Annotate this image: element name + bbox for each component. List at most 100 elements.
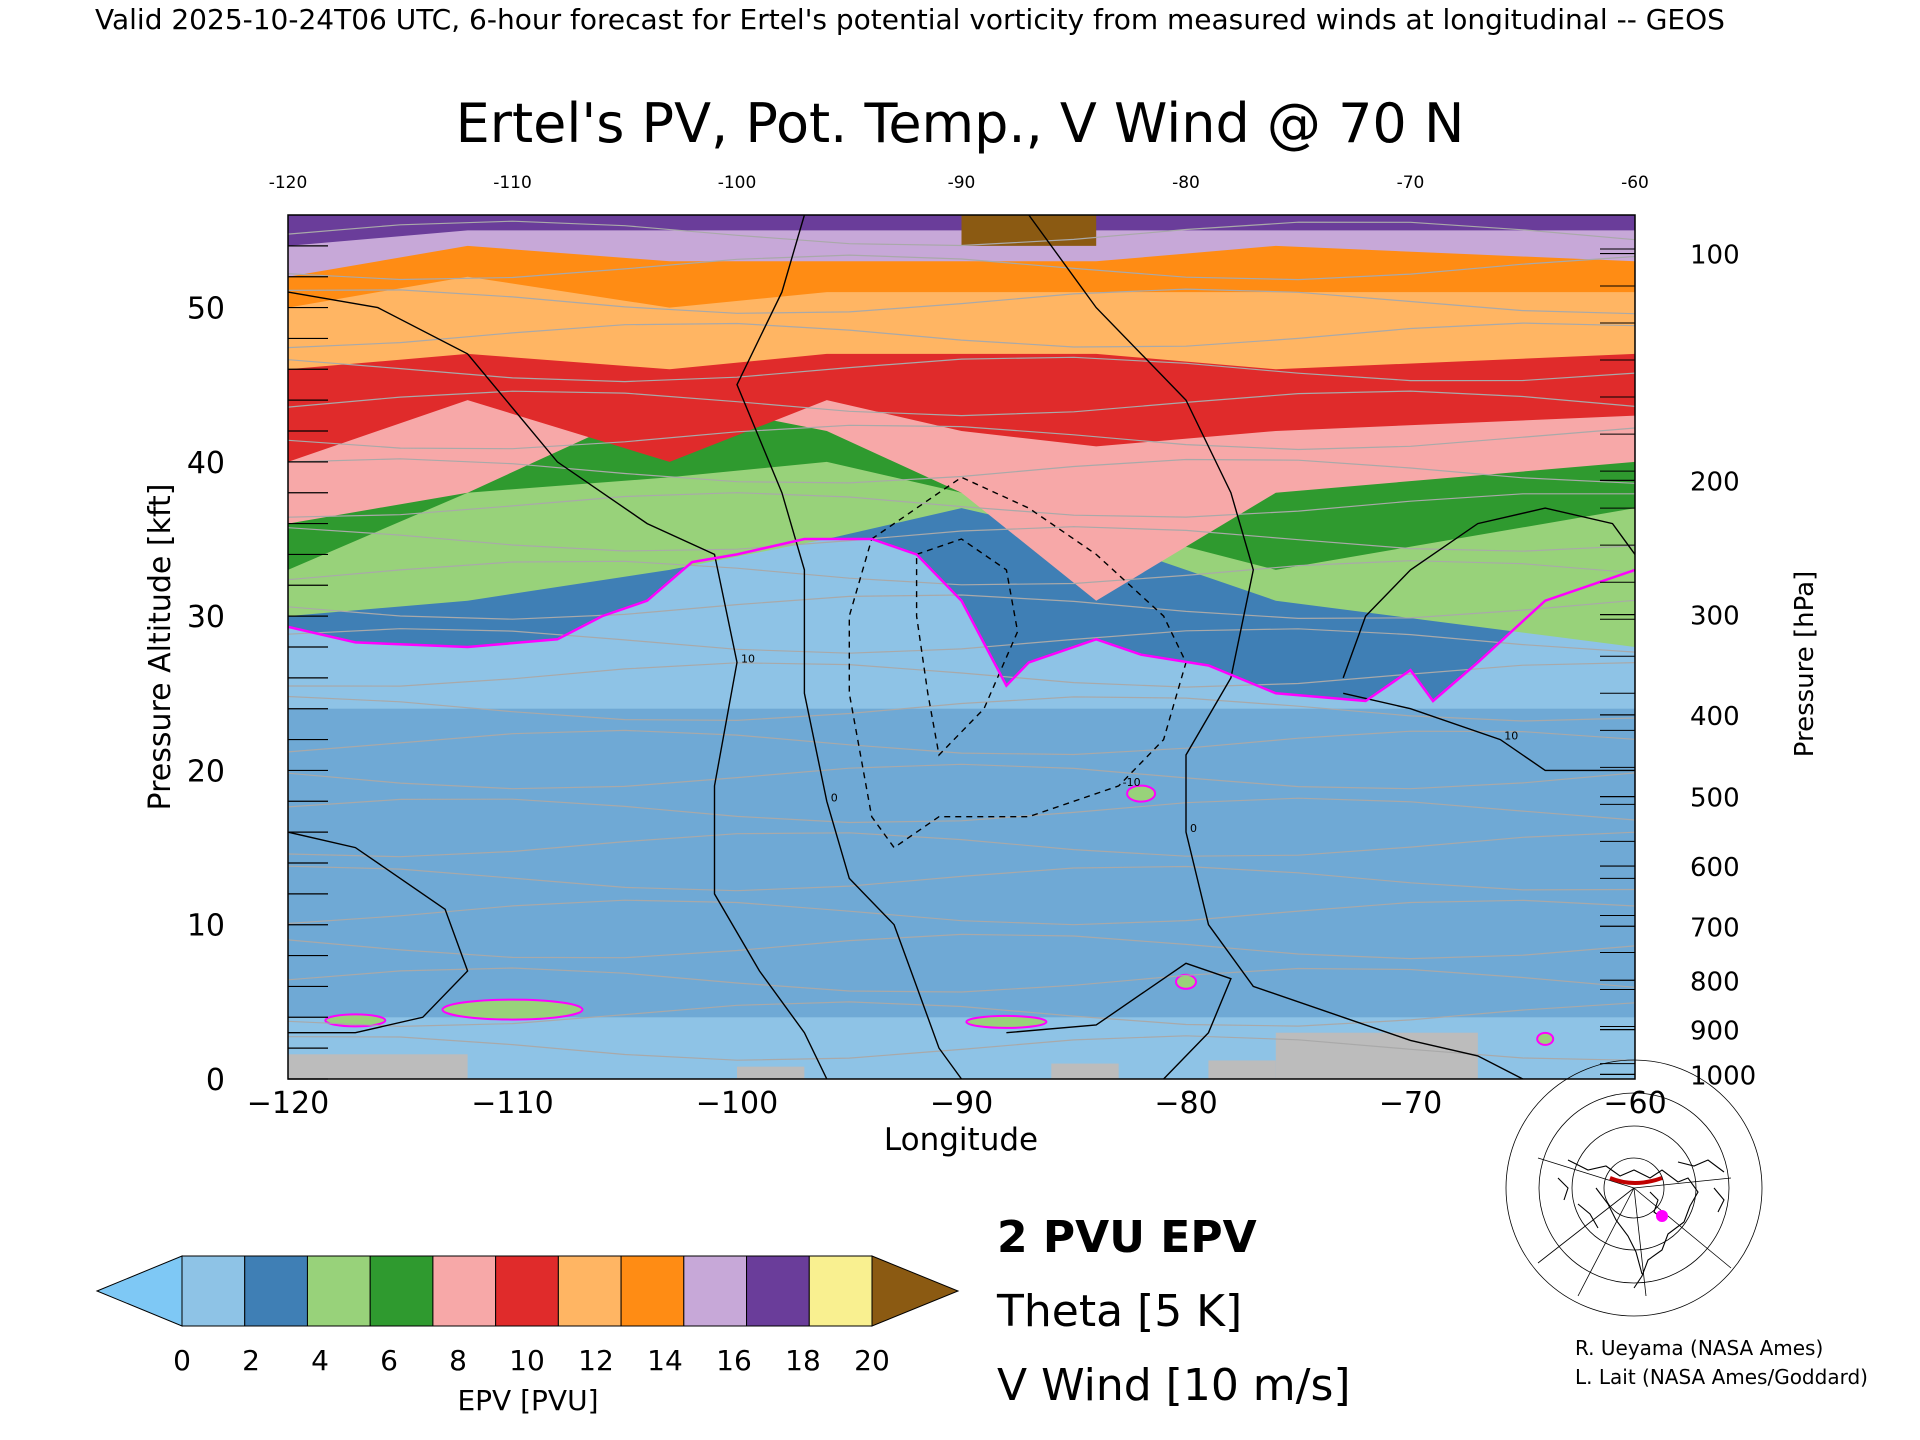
theta-contour (288, 526, 1635, 552)
legend-line-label: V Wind [10 m/s] (997, 1360, 1351, 1411)
map-coastlines (1557, 1159, 1725, 1289)
y-tick-label: 0 (206, 1063, 225, 1098)
v-wind-contour (1342, 507, 1635, 679)
epv-blob (441, 998, 584, 1021)
y-tick-label: 20 (187, 754, 225, 789)
x-tick-label: −70 (1379, 1086, 1442, 1121)
colorbar-cell (244, 1255, 308, 1327)
y-tick-label: 10 (187, 909, 225, 944)
pressure-tick-labels: 100 200 300 400 500 600 700 800 900 1000 (1690, 241, 1756, 1092)
left-axis-ticks (288, 245, 328, 1080)
colorbar-cell (181, 1255, 246, 1327)
v-wind-contour (1028, 215, 1524, 1079)
theta-contour (288, 560, 1635, 586)
v-wind-contour-label: 10 (741, 652, 755, 665)
theta-contour (288, 492, 1635, 518)
v-wind-contour-label: 0 (1190, 822, 1197, 835)
legend-line-label: Theta [5 K] (996, 1286, 1242, 1337)
theta-contour (288, 865, 1635, 892)
epv-blob (965, 1014, 1048, 1029)
colorbar-cell (369, 1255, 434, 1327)
theta-contours (288, 220, 1635, 1061)
x-tick-label: −120 (247, 1086, 329, 1121)
map-background (1538, 1148, 1731, 1296)
colorbar-cell (432, 1255, 497, 1327)
colorbar-cells (181, 1255, 873, 1327)
colorbar-tick-label: 18 (785, 1344, 821, 1377)
theta-contour (288, 458, 1635, 484)
theta-contour (288, 933, 1635, 960)
v-wind-contour (848, 476, 1187, 849)
v-wind-contour (736, 215, 963, 1079)
theta-contour (288, 288, 1635, 315)
theta-contour (288, 729, 1635, 756)
top-tick-label: -120 (269, 173, 308, 193)
pressure-tick-label: 600 (1690, 853, 1740, 883)
chart-title: Ertel's PV, Pot. Temp., V Wind @ 70 N (456, 92, 1465, 155)
colorbar-tick-label: 20 (854, 1344, 890, 1377)
colorbar-tick-label: 10 (509, 1344, 545, 1377)
colorbar-tick-label: 4 (311, 1344, 329, 1377)
colorbar-cell (808, 1255, 873, 1327)
epv-shading (288, 215, 1635, 1079)
top-tick-label: -80 (1172, 173, 1200, 193)
v-wind-contour-label: 10 (1504, 730, 1518, 743)
colorbar-tick-label: 0 (173, 1344, 191, 1377)
tropopause-2pvu (288, 537, 1635, 703)
terrain-block (1208, 1060, 1276, 1079)
pressure-tick-label: 100 (1690, 241, 1740, 271)
top-tick-labels: -120 -110 -100 -90 -80 -70 -60 (269, 173, 1649, 193)
pressure-tick-label: 900 (1690, 1017, 1740, 1047)
theta-contour (288, 831, 1635, 858)
colorbar-tick-labels: 0 2 4 6 8 10 12 14 16 18 20 (173, 1344, 890, 1377)
pressure-tick-label: 400 (1690, 702, 1740, 732)
colorbar-cell (306, 1255, 371, 1327)
colorbar-tick-label: 2 (242, 1344, 260, 1377)
y-tick-labels: 0 10 20 30 40 50 (187, 292, 225, 1098)
credit-line-1: R. Ueyama (NASA Ames) (1575, 1336, 1823, 1360)
pressure-tick-label: 1000 (1690, 1061, 1756, 1091)
theta-contour (288, 322, 1635, 349)
pressure-tick-label: 700 (1690, 913, 1740, 943)
colorbar-tick-label: 14 (647, 1344, 683, 1377)
plot-area: 10 0 0 10 -10 (287, 214, 1636, 1080)
map-cross-section-track (1609, 1176, 1663, 1185)
x-tick-label: −90 (930, 1086, 993, 1121)
terrain-mask (288, 1032, 1478, 1079)
top-tick-label: -110 (493, 173, 532, 193)
colorbar-cell (620, 1255, 685, 1327)
epv-band-lower (288, 708, 1635, 1018)
y-tick-label: 40 (187, 446, 225, 481)
x-tick-label: −60 (1603, 1086, 1666, 1121)
top-tick-label: -100 (718, 173, 757, 193)
terrain-block (737, 1066, 805, 1079)
theta-contour (288, 594, 1635, 620)
theta-contour (288, 1001, 1635, 1028)
theta-contour (288, 628, 1635, 654)
theta-contour (288, 1035, 1635, 1061)
map-graticule (1505, 1059, 1763, 1317)
epv-blob (1536, 1031, 1555, 1046)
epv-blob (1175, 973, 1197, 990)
pressure-tick-label: 200 (1690, 467, 1740, 497)
theta-contour (288, 254, 1635, 281)
location-map (1505, 1059, 1763, 1317)
v-wind-contour-label: 0 (831, 791, 838, 804)
colorbar-tick-label: 12 (578, 1344, 614, 1377)
x-tick-label: −80 (1154, 1086, 1217, 1121)
pressure-tick-label: 800 (1690, 967, 1740, 997)
y-tick-label: 30 (187, 600, 225, 635)
theta-contour (288, 763, 1635, 790)
epv-blob (1126, 784, 1157, 803)
epv-band-20pvu (961, 215, 1097, 246)
terrain-block (1051, 1063, 1119, 1079)
terrain-block (288, 1054, 468, 1079)
colorbar-label: EPV [PVU] (457, 1384, 598, 1417)
theta-contour (288, 390, 1635, 417)
theta-contour (288, 220, 1635, 247)
top-tick-label: -60 (1621, 173, 1649, 193)
colorbar-cell (746, 1255, 810, 1327)
y-axis-label: Pressure Altitude [kft] (143, 484, 178, 811)
theta-contour (288, 797, 1635, 824)
